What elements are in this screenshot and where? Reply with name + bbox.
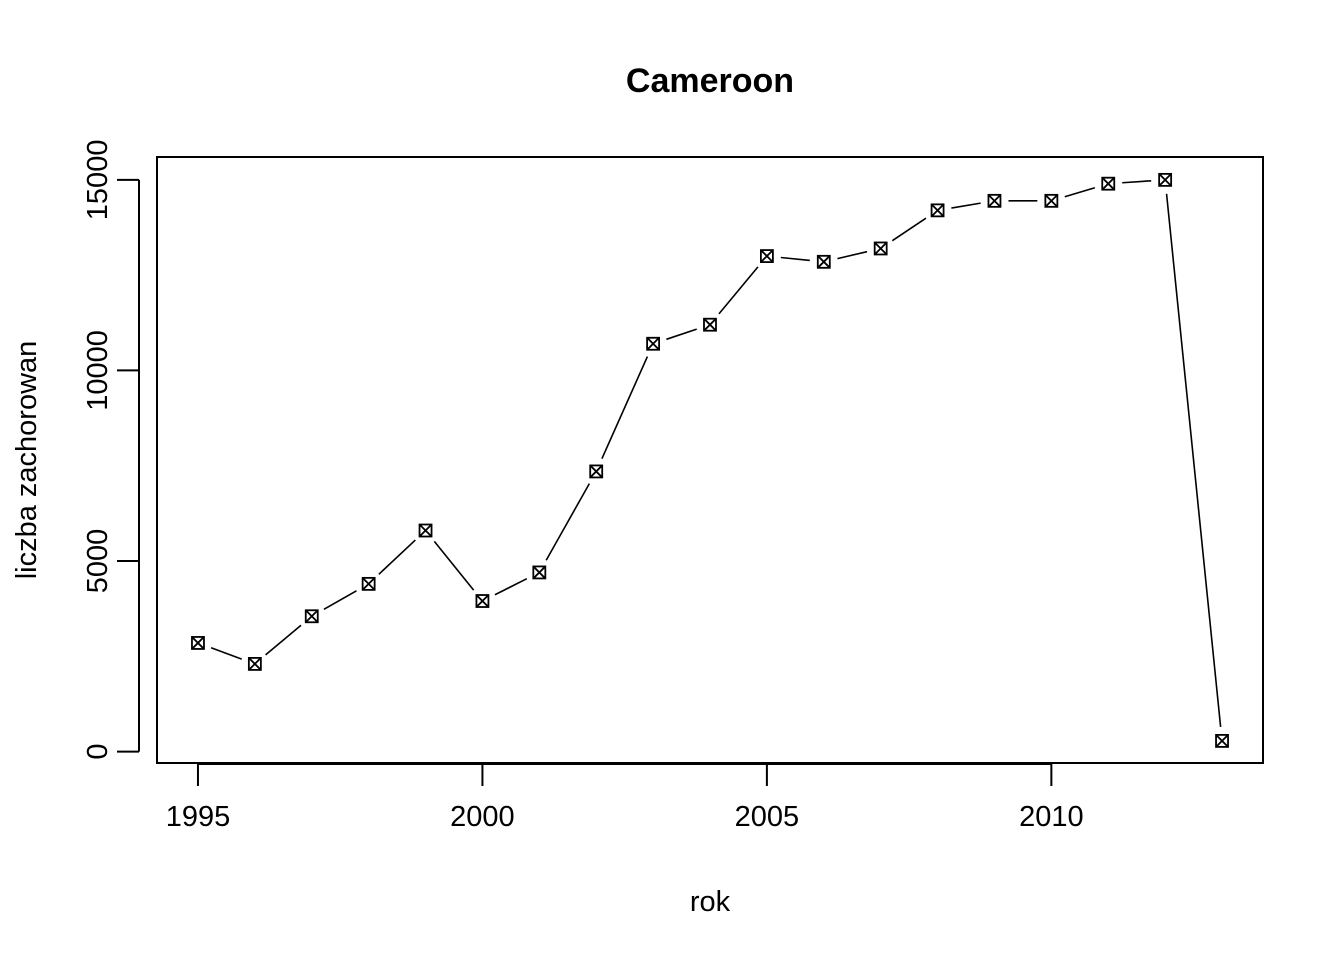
data-point-box xyxy=(191,636,205,650)
data-point-cross xyxy=(1101,177,1115,191)
data-point xyxy=(1158,172,1173,187)
data-point xyxy=(873,241,888,256)
y-tick-label: 0 xyxy=(82,743,114,759)
series-line-segment xyxy=(891,217,927,242)
data-point-cross xyxy=(1044,194,1058,208)
series-line-segment xyxy=(378,539,416,575)
series-line-segment xyxy=(780,256,810,262)
data-point xyxy=(191,636,205,650)
data-point xyxy=(475,594,490,608)
y-axis-label: liczba zachorowan xyxy=(11,341,43,580)
data-point-cross xyxy=(930,203,945,217)
x-axis-label: rok xyxy=(690,886,731,918)
x-tick-label: 2000 xyxy=(450,801,515,833)
data-point xyxy=(532,565,547,580)
data-point xyxy=(816,254,831,269)
x-tick-label: 2005 xyxy=(735,801,800,833)
chart-title: Cameroon xyxy=(626,62,794,100)
data-point-box xyxy=(930,203,945,218)
y-tick-label: 5000 xyxy=(82,529,114,594)
series-markers xyxy=(191,172,1229,748)
data-point xyxy=(1215,733,1229,748)
data-point xyxy=(247,657,262,671)
data-point-cross xyxy=(248,657,262,671)
data-point-cross xyxy=(1215,734,1229,748)
data-point xyxy=(304,609,319,624)
data-point xyxy=(1101,176,1116,191)
data-point-cross xyxy=(703,318,717,332)
data-point-cross xyxy=(1158,173,1172,187)
data-point-cross xyxy=(817,255,831,269)
data-point-box xyxy=(418,523,433,538)
data-point xyxy=(987,193,1002,208)
series-line-segment xyxy=(210,647,242,660)
data-point-box xyxy=(532,565,547,580)
data-point xyxy=(361,576,376,591)
plot-frame xyxy=(156,156,1264,764)
y-axis: 0 5000 10000 15000 xyxy=(82,140,140,760)
data-point xyxy=(1044,193,1059,208)
data-point-box xyxy=(304,609,319,624)
data-point-cross xyxy=(532,565,546,580)
data-point-cross xyxy=(305,609,319,623)
data-point xyxy=(646,336,661,351)
data-point-box xyxy=(1101,176,1116,191)
series-line-segment xyxy=(265,624,302,656)
data-point xyxy=(418,523,433,538)
data-point-box xyxy=(589,464,604,479)
series-line-segment xyxy=(666,328,697,341)
data-point-box xyxy=(703,317,717,332)
x-tick-label: 2010 xyxy=(1019,801,1084,833)
data-point-cross xyxy=(191,636,205,650)
data-point-box xyxy=(1044,193,1059,208)
data-point-box xyxy=(361,576,376,591)
series-line-segment xyxy=(545,483,591,561)
data-point-box xyxy=(247,657,262,671)
data-point xyxy=(759,249,774,263)
data-point-cross xyxy=(418,523,433,538)
series-line-segment xyxy=(433,540,475,591)
data-point-cross xyxy=(874,241,888,256)
data-point xyxy=(703,317,717,332)
y-tick-label: 15000 xyxy=(82,140,114,221)
data-point-cross xyxy=(987,194,1002,208)
series-line-segment xyxy=(601,356,649,459)
data-point-cross xyxy=(589,464,603,479)
data-point xyxy=(589,464,604,479)
series-line-segment xyxy=(1122,180,1152,184)
x-axis: 1995 2000 2005 2010 xyxy=(166,763,1084,833)
data-point-cross xyxy=(646,337,660,351)
data-point-box xyxy=(1158,172,1173,187)
series-line-segment xyxy=(323,590,357,611)
y-tick-label: 10000 xyxy=(82,330,114,411)
data-point-box xyxy=(816,254,831,269)
series-line-segment xyxy=(494,578,528,596)
series-line-segment xyxy=(837,250,868,260)
data-point-cross xyxy=(760,249,774,263)
series-line-segment xyxy=(1064,186,1096,198)
data-point-cross xyxy=(475,594,490,608)
data-point-box xyxy=(1215,733,1229,748)
data-point-box xyxy=(646,336,661,351)
data-point-cross xyxy=(362,577,376,591)
data-point-box xyxy=(759,249,774,263)
series-line-segment xyxy=(951,202,981,209)
data-point-box xyxy=(873,241,888,256)
series-line-segment xyxy=(718,266,759,315)
series-line-segment xyxy=(1165,193,1222,728)
data-point-box xyxy=(475,594,490,608)
data-point xyxy=(930,203,945,218)
x-tick-label: 1995 xyxy=(166,801,231,833)
series-lines xyxy=(210,180,1222,728)
data-point-box xyxy=(987,193,1002,208)
